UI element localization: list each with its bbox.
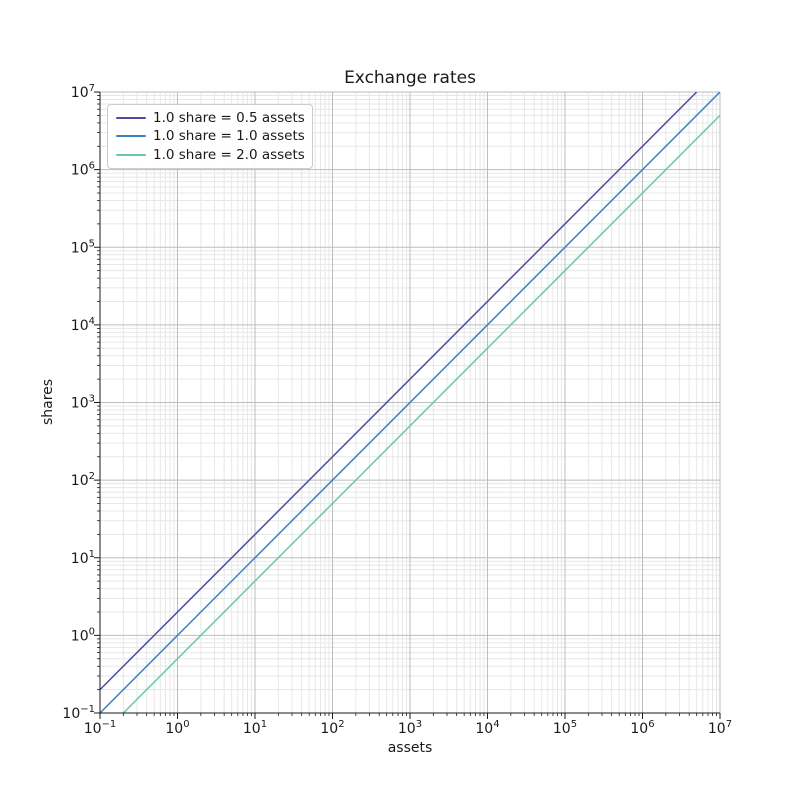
legend-item-label: 1.0 share = 0.5 assets: [153, 110, 305, 127]
major-grid: [99, 91, 721, 714]
series-line: [100, 92, 698, 691]
y-tick-label: 104: [71, 316, 95, 334]
y-tick-label: 102: [71, 471, 95, 489]
y-tick-label: 105: [71, 238, 95, 256]
x-tick-label: 107: [708, 719, 732, 737]
y-tick-label: 101: [71, 549, 95, 567]
series-line: [100, 92, 720, 713]
x-tick-label: 10−1: [84, 719, 117, 737]
x-tick-label: 103: [398, 719, 422, 737]
y-tick-label: 10−1: [62, 704, 95, 722]
y-tick-label: 103: [71, 394, 95, 412]
x-tick-label: 106: [630, 719, 654, 737]
x-tick-label: 102: [320, 719, 344, 737]
x-tick-label: 100: [165, 719, 189, 737]
series-lines: [100, 92, 720, 713]
x-tick-label: 105: [553, 719, 577, 737]
legend-item: 1.0 share = 1.0 assets: [116, 127, 305, 145]
y-tick-label: 106: [71, 161, 95, 179]
chart-title: Exchange rates: [344, 68, 476, 88]
x-tick-label: 101: [243, 719, 267, 737]
series-line: [122, 114, 720, 713]
x-axis-label: assets: [387, 740, 433, 756]
x-tick-label: 104: [475, 719, 499, 737]
y-tick-label: 107: [71, 83, 95, 101]
legend-item-label: 1.0 share = 1.0 assets: [153, 128, 305, 145]
legend-item: 1.0 share = 0.5 assets: [116, 109, 305, 127]
legend-item-label: 1.0 share = 2.0 assets: [153, 146, 305, 163]
y-tick-label: 100: [71, 626, 95, 644]
y-axis-label: shares: [40, 378, 56, 426]
legend-line-swatch: [116, 153, 146, 156]
legend-line-swatch: [116, 135, 146, 138]
legend-item: 1.0 share = 2.0 assets: [116, 146, 305, 164]
legend: 1.0 share = 0.5 assets 1.0 share = 1.0 as…: [107, 104, 313, 169]
legend-line-swatch: [116, 117, 146, 120]
